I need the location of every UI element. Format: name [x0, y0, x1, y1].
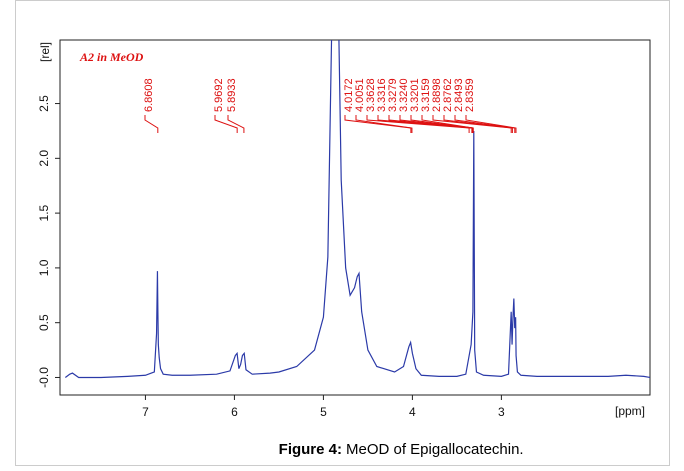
peak-label: 3.3201 — [409, 78, 421, 112]
peak-label: 5.9692 — [213, 78, 225, 112]
y-tick-label: 1.5 — [37, 204, 51, 221]
figure-border — [15, 0, 670, 466]
peak-leader — [465, 115, 517, 133]
peak-label: 3.3628 — [365, 78, 377, 112]
x-tick-label: 4 — [409, 405, 416, 419]
peak-leader — [366, 115, 470, 133]
peak-leader — [388, 115, 473, 133]
peak-label: 2.8359 — [464, 78, 476, 112]
x-tick-label: 3 — [498, 405, 505, 419]
x-tick-label: 5 — [320, 405, 327, 419]
y-tick-label: 2.0 — [37, 150, 51, 167]
peak-label: 5.8933 — [226, 78, 238, 112]
peak-leader — [443, 115, 513, 133]
peak-leader — [214, 115, 238, 133]
peak-leader — [432, 115, 512, 133]
peak-leader — [355, 115, 413, 133]
x-tick-label: 7 — [142, 405, 149, 419]
peak-leader — [454, 115, 516, 133]
peak-label: 4.0172 — [343, 78, 355, 112]
x-tick-label: 6 — [231, 405, 238, 419]
y-tick-label: 2.5 — [37, 95, 51, 112]
plot-frame — [59, 39, 651, 396]
peak-label: 4.0051 — [354, 78, 366, 112]
peak-label: 3.3279 — [387, 78, 399, 112]
peak-label: 2.8762 — [442, 78, 454, 112]
annotation: A2 in MeOD — [79, 50, 144, 64]
spectrum-line — [64, 40, 650, 379]
peak-leader — [344, 115, 412, 133]
peak-leader — [227, 115, 245, 133]
peak-leader — [421, 115, 474, 133]
peak-label: 3.3316 — [376, 78, 388, 112]
peak-label: 3.3240 — [398, 78, 410, 112]
peak-label: 2.8898 — [431, 78, 443, 112]
peak-leader — [144, 115, 159, 133]
peak-label: 6.8608 — [143, 78, 155, 112]
x-axis-label: [ppm] — [615, 404, 645, 418]
y-tick-label: 1.0 — [37, 259, 51, 276]
peak-leader — [377, 115, 473, 133]
peak-label: 2.8493 — [453, 78, 465, 112]
y-axis-label: [rel] — [38, 42, 52, 62]
caption-label: Figure 4: — [279, 441, 342, 458]
peak-label: 3.3159 — [420, 78, 432, 112]
caption-text: MeOD of Epigallocatechin. — [346, 441, 524, 458]
y-tick-label: 0.5 — [37, 314, 51, 331]
y-tick-label: -0.0 — [37, 367, 51, 388]
